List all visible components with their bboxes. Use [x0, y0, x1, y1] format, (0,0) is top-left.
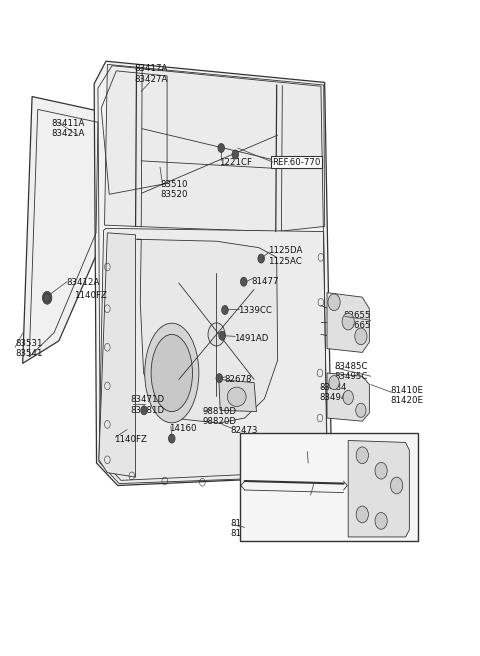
Text: 1221CF: 1221CF: [219, 157, 252, 167]
Text: 83485C
83495C: 83485C 83495C: [334, 362, 368, 381]
Polygon shape: [99, 233, 135, 477]
Ellipse shape: [151, 335, 192, 411]
Circle shape: [44, 293, 50, 302]
Circle shape: [240, 277, 247, 286]
Text: 1140FZ: 1140FZ: [114, 436, 147, 444]
Text: 83510
83520: 83510 83520: [160, 180, 188, 199]
Polygon shape: [99, 228, 327, 483]
Text: 14160: 14160: [169, 424, 197, 434]
Circle shape: [232, 150, 239, 159]
Circle shape: [356, 403, 366, 417]
Text: 83484
83494X: 83484 83494X: [319, 382, 352, 402]
Text: 81477: 81477: [252, 277, 279, 285]
Circle shape: [356, 506, 369, 523]
Polygon shape: [219, 379, 256, 411]
Circle shape: [218, 144, 225, 152]
Text: 81471G
81472F: 81471G 81472F: [312, 479, 347, 499]
Text: 81410E
81420E: 81410E 81420E: [391, 386, 423, 405]
Text: 83471D
83481D: 83471D 83481D: [131, 396, 165, 415]
Text: 1491AD: 1491AD: [234, 334, 268, 343]
Circle shape: [141, 406, 147, 415]
Circle shape: [375, 512, 387, 529]
Circle shape: [222, 306, 228, 314]
Circle shape: [391, 477, 403, 494]
Circle shape: [375, 462, 387, 479]
Text: 98810D
98820D: 98810D 98820D: [203, 407, 236, 426]
Circle shape: [168, 434, 175, 443]
Circle shape: [219, 331, 226, 340]
Polygon shape: [327, 293, 370, 352]
Ellipse shape: [228, 387, 246, 407]
Circle shape: [42, 291, 52, 304]
Circle shape: [216, 374, 223, 382]
Text: 82678: 82678: [225, 375, 252, 384]
Polygon shape: [105, 64, 324, 232]
Text: 83412A: 83412A: [66, 279, 99, 287]
Polygon shape: [136, 239, 277, 423]
Ellipse shape: [145, 323, 199, 423]
Text: 82473: 82473: [230, 426, 258, 436]
Circle shape: [356, 447, 369, 464]
Circle shape: [343, 390, 353, 405]
Circle shape: [329, 376, 339, 390]
Circle shape: [355, 328, 367, 344]
Text: 81473E
81483A: 81473E 81483A: [230, 519, 264, 539]
Polygon shape: [94, 61, 332, 485]
Circle shape: [258, 254, 264, 263]
Polygon shape: [348, 441, 409, 537]
Circle shape: [208, 323, 225, 346]
Polygon shape: [23, 96, 106, 363]
Text: 1125DA
1125AC: 1125DA 1125AC: [268, 246, 302, 266]
Text: 1140FZ: 1140FZ: [74, 291, 108, 300]
Circle shape: [328, 294, 340, 311]
Polygon shape: [327, 373, 370, 421]
Text: 83411A
83421A: 83411A 83421A: [51, 119, 84, 138]
Text: 81491F: 81491F: [306, 449, 338, 458]
Text: REF.60-770: REF.60-770: [272, 157, 320, 167]
Text: 1339CC: 1339CC: [238, 306, 272, 315]
Polygon shape: [96, 64, 172, 199]
FancyBboxPatch shape: [240, 434, 418, 541]
Circle shape: [342, 313, 354, 330]
Text: 82655
82665: 82655 82665: [344, 310, 371, 330]
Text: 83417A
83427A: 83417A 83427A: [134, 64, 168, 84]
Text: 83531
83541: 83531 83541: [15, 339, 43, 358]
